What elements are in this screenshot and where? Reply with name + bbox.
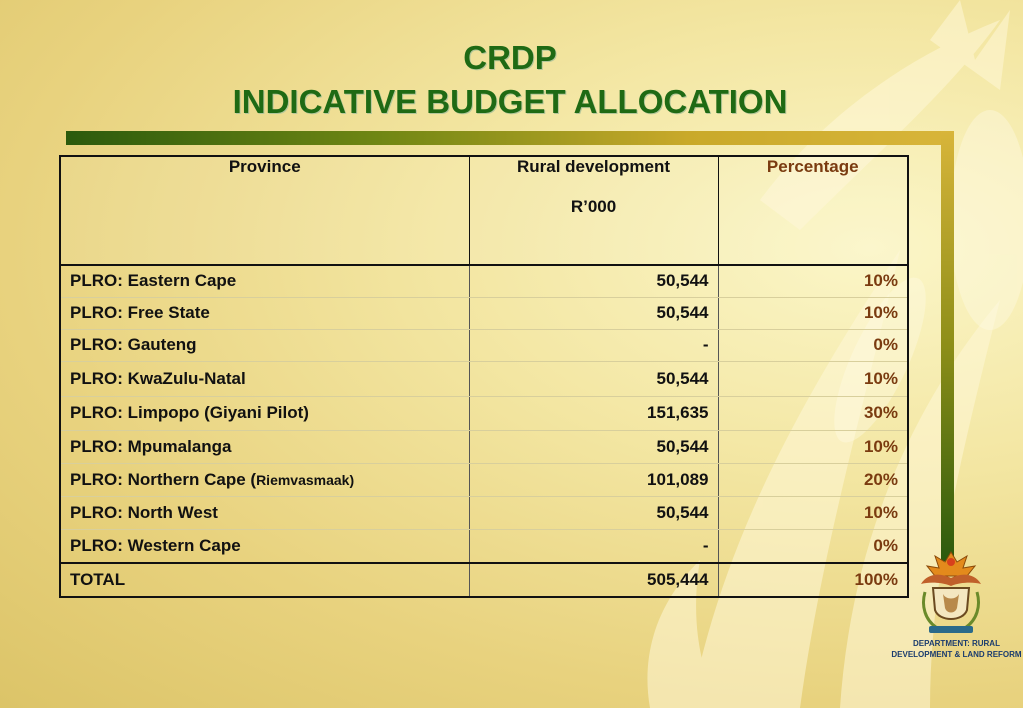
province-cell: PLRO: Eastern Cape bbox=[60, 265, 469, 298]
percent-cell: 30% bbox=[717, 396, 908, 431]
header-rural-development-label: Rural development bbox=[516, 157, 671, 176]
amount-cell: 151,635 bbox=[468, 396, 718, 431]
percent-cell: 0% bbox=[717, 329, 908, 362]
amount-cell: 101,089 bbox=[468, 463, 718, 497]
amount-cell: - bbox=[468, 329, 718, 362]
header-rural-development: Rural development R’000 bbox=[468, 156, 718, 265]
percent-cell: 10% bbox=[717, 265, 908, 298]
percent-cell: 20% bbox=[717, 463, 908, 497]
total-row: TOTAL 505,444 100% bbox=[60, 562, 908, 597]
total-amount: 505,444 bbox=[468, 562, 718, 597]
province-cell: PLRO: Mpumalanga bbox=[60, 430, 469, 464]
percent-cell: 10% bbox=[717, 361, 908, 397]
table-row: PLRO: Eastern Cape 50,544 10% bbox=[60, 265, 908, 298]
title-line-2: INDICATIVE BUDGET ALLOCATION bbox=[232, 83, 788, 120]
table-header: Province Rural development R’000 Percent… bbox=[60, 156, 908, 265]
percent-cell: 0% bbox=[717, 529, 908, 564]
table-row: PLRO: Free State 50,544 10% bbox=[60, 297, 908, 330]
table-row: PLRO: KwaZulu-Natal 50,544 10% bbox=[60, 361, 908, 397]
province-cell: PLRO: Western Cape bbox=[60, 529, 469, 564]
province-cell: PLRO: Free State bbox=[60, 297, 469, 330]
title-divider bbox=[66, 131, 954, 145]
total-percent: 100% bbox=[717, 562, 908, 597]
header-percentage: Percentage bbox=[717, 156, 908, 265]
table-row: PLRO: Western Cape - 0% bbox=[60, 529, 908, 564]
amount-cell: 50,544 bbox=[468, 297, 718, 330]
province-cell: PLRO: Limpopo (Giyani Pilot) bbox=[60, 396, 469, 431]
slide-title: CRDP INDICATIVE BUDGET ALLOCATION bbox=[60, 36, 960, 124]
title-line-1: CRDP bbox=[463, 39, 557, 76]
province-note: Riemvasmaak) bbox=[256, 471, 355, 488]
table-row: PLRO: Northern Cape (Riemvasmaak) 101,08… bbox=[60, 463, 908, 497]
province-cell: PLRO: KwaZulu-Natal bbox=[60, 361, 469, 397]
amount-cell: 50,544 bbox=[468, 361, 718, 397]
department-label: DEPARTMENT: RURAL DEVELOPMENT & LAND REF… bbox=[891, 639, 1022, 659]
table-row: PLRO: Limpopo (Giyani Pilot) 151,635 30% bbox=[60, 396, 908, 431]
amount-cell: - bbox=[468, 529, 718, 564]
percent-cell: 10% bbox=[717, 496, 908, 530]
province-cell: PLRO: North West bbox=[60, 496, 469, 530]
table-row: PLRO: Mpumalanga 50,544 10% bbox=[60, 430, 908, 464]
percent-cell: 10% bbox=[717, 430, 908, 464]
amount-cell: 50,544 bbox=[468, 265, 718, 298]
total-label: TOTAL bbox=[60, 562, 469, 597]
side-divider bbox=[941, 131, 954, 561]
coat-of-arms-icon bbox=[921, 551, 981, 633]
table-row: PLRO: Gauteng - 0% bbox=[60, 329, 908, 362]
header-province: Province bbox=[60, 156, 469, 265]
amount-cell: 50,544 bbox=[468, 430, 718, 464]
header-unit: R’000 bbox=[570, 197, 617, 216]
province-name: PLRO: Northern Cape ( bbox=[70, 469, 257, 489]
province-cell: PLRO: Gauteng bbox=[60, 329, 469, 362]
table-row: PLRO: North West 50,544 10% bbox=[60, 496, 908, 530]
percent-cell: 10% bbox=[717, 297, 908, 330]
amount-cell: 50,544 bbox=[468, 496, 718, 530]
province-cell: PLRO: Northern Cape (Riemvasmaak) bbox=[60, 463, 469, 497]
budget-table: Province Rural development R’000 Percent… bbox=[59, 155, 909, 598]
